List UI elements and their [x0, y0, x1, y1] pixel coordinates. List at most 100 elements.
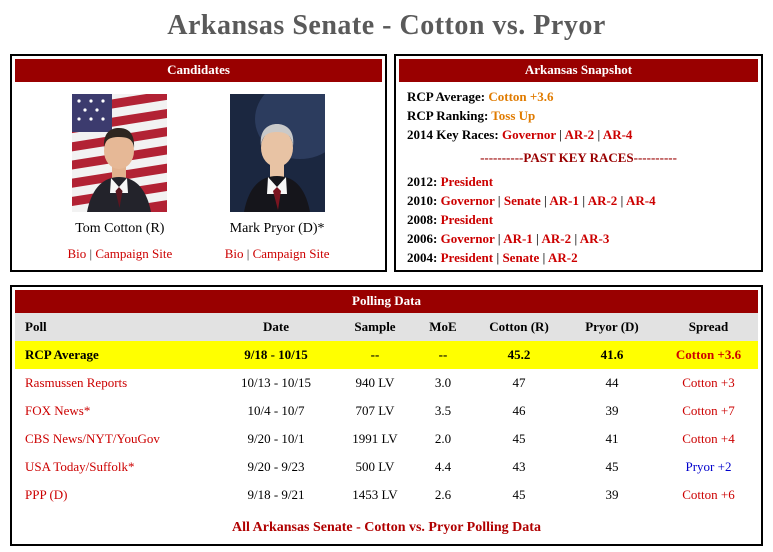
date-cell: 9/20 - 10/1: [247, 431, 305, 446]
tom-cotton-photo-image: [72, 94, 168, 212]
spread-cell: Cotton +4: [682, 431, 735, 446]
separator: |: [246, 246, 250, 261]
rcp-average-line: RCP Average: Cotton +3.6: [407, 87, 750, 106]
race-link[interactable]: Senate: [503, 193, 541, 208]
pryor-cell: 45: [605, 459, 619, 474]
race-link[interactable]: AR-2: [547, 250, 578, 265]
past-race-2004: 2004: President | Senate | AR-2: [407, 248, 750, 267]
key-race-link[interactable]: AR-2: [564, 127, 595, 142]
poll-row: USA Today/Suffolk* 9/20 - 9/23 500 LV 4.…: [15, 453, 758, 481]
pryor-cell: 44: [605, 375, 619, 390]
separator: |: [559, 127, 562, 142]
separator: |: [497, 231, 501, 246]
rcp-average-value: Cotton +3.6: [488, 89, 554, 104]
column-header-pryor: Pryor (D): [585, 319, 639, 334]
column-header-poll: Poll: [25, 319, 47, 334]
poll-link[interactable]: USA Today/Suffolk*: [25, 459, 135, 474]
rcp-average-label: RCP Average:: [407, 89, 486, 104]
pryor-bio-link[interactable]: Bio: [224, 246, 244, 261]
poll-cell: PPP (D): [15, 481, 215, 509]
race-link[interactable]: President: [440, 174, 494, 189]
separator: |: [497, 193, 501, 208]
sample-cell: 500 LV: [355, 459, 395, 474]
polling-footer: All Arkansas Senate - Cotton vs. Pryor P…: [15, 509, 758, 541]
spread-cell: Pryor +2: [685, 459, 732, 474]
column-header-sample: Sample: [354, 319, 396, 334]
race-link[interactable]: AR-1: [503, 231, 533, 246]
separator: |: [89, 246, 93, 261]
poll-row: Rasmussen Reports 10/13 - 10/15 940 LV 3…: [15, 369, 758, 397]
separator: |: [582, 193, 586, 208]
poll-row: PPP (D) 9/18 - 9/21 1453 LV 2.6 45 39 Co…: [15, 481, 758, 509]
candidates-panel: Candidates: [10, 54, 387, 272]
race-link[interactable]: AR-2: [587, 193, 618, 208]
spread-cell: Cotton +6: [682, 487, 735, 502]
mark-pryor-photo: [229, 94, 325, 212]
cotton-cell: 45: [512, 431, 526, 446]
key-race-link[interactable]: Governor: [501, 127, 556, 142]
race-link[interactable]: AR-2: [541, 231, 572, 246]
polling-table: Poll Date Sample MoE Cotton (R) Pryor (D…: [15, 313, 758, 509]
table-header-row: Poll Date Sample MoE Cotton (R) Pryor (D…: [15, 313, 758, 341]
race-link[interactable]: AR-4: [625, 193, 656, 208]
race-link[interactable]: AR-3: [579, 231, 610, 246]
race-link[interactable]: Senate: [502, 250, 540, 265]
sample-cell: --: [370, 347, 380, 362]
separator: |: [597, 127, 601, 142]
rcp-ranking-line: RCP Ranking: Toss Up: [407, 106, 750, 125]
column-header-moe: MoE: [429, 319, 457, 334]
all-polling-data-link[interactable]: All Arkansas Senate - Cotton vs. Pryor P…: [232, 520, 541, 535]
pryor-cell: 41.6: [600, 347, 624, 362]
pryor-cell: 41: [605, 431, 619, 446]
race-year: 2004:: [407, 250, 438, 265]
separator: |: [542, 250, 546, 265]
spread-cell: Cotton +3.6: [675, 347, 742, 362]
separator: |: [574, 231, 578, 246]
poll-link[interactable]: Rasmussen Reports: [25, 375, 128, 390]
poll-link[interactable]: PPP (D): [25, 487, 68, 502]
poll-cell: FOX News*: [15, 397, 215, 425]
candidates-panel-header: Candidates: [15, 59, 382, 82]
rcp-average-row: RCP Average 9/18 - 10/15 -- -- 45.2 41.6…: [15, 341, 758, 369]
past-key-races-divider: ----------PAST KEY RACES----------: [480, 150, 677, 165]
date-cell: 10/13 - 10/15: [240, 375, 312, 390]
rcp-ranking-label: RCP Ranking:: [407, 108, 489, 123]
race-link[interactable]: AR-1: [549, 193, 580, 208]
key-races-line: 2014 Key Races: Governor | AR-2 | AR-4: [407, 125, 750, 144]
cotton-cell: 47: [512, 375, 526, 390]
sample-cell: 940 LV: [355, 375, 395, 390]
cotton-cell: 46: [512, 403, 526, 418]
spread-cell: Cotton +7: [682, 403, 735, 418]
separator: |: [536, 231, 539, 246]
race-year: 2006:: [407, 231, 438, 246]
past-race-2008: 2008: President: [407, 210, 750, 229]
candidate-tom-cotton: Tom Cotton (R) Bio | Campaign Site: [67, 94, 172, 262]
candidate-name: Tom Cotton (R): [75, 221, 165, 236]
candidates-body: Tom Cotton (R) Bio | Campaign Site: [15, 82, 382, 262]
candidate-links: Bio | Campaign Site: [225, 246, 330, 262]
pryor-campaign-site-link[interactable]: Campaign Site: [252, 246, 330, 261]
moe-cell: 3.0: [434, 375, 452, 390]
cotton-bio-link[interactable]: Bio: [67, 246, 87, 261]
poll-link[interactable]: FOX News*: [25, 403, 91, 418]
date-cell: 9/20 - 9/23: [247, 459, 305, 474]
race-year: 2010:: [407, 193, 438, 208]
poll-cell: CBS News/NYT/YouGov: [15, 425, 215, 453]
race-link[interactable]: President: [440, 212, 494, 227]
cotton-campaign-site-link[interactable]: Campaign Site: [95, 246, 173, 261]
poll-cell: USA Today/Suffolk*: [15, 453, 215, 481]
moe-cell: 4.4: [434, 459, 452, 474]
tom-cotton-photo: [72, 94, 168, 212]
race-link[interactable]: President: [440, 250, 494, 265]
column-header-date: Date: [263, 319, 289, 334]
sample-cell: 707 LV: [355, 403, 395, 418]
pryor-cell: 39: [605, 403, 619, 418]
race-link[interactable]: Governor: [440, 231, 495, 246]
separator: |: [496, 250, 500, 265]
poll-link[interactable]: CBS News/NYT/YouGov: [25, 431, 160, 446]
pryor-cell: 39: [605, 487, 619, 502]
race-link[interactable]: Governor: [440, 193, 495, 208]
column-header-cotton: Cotton (R): [489, 319, 549, 334]
key-race-link[interactable]: AR-4: [602, 127, 633, 142]
